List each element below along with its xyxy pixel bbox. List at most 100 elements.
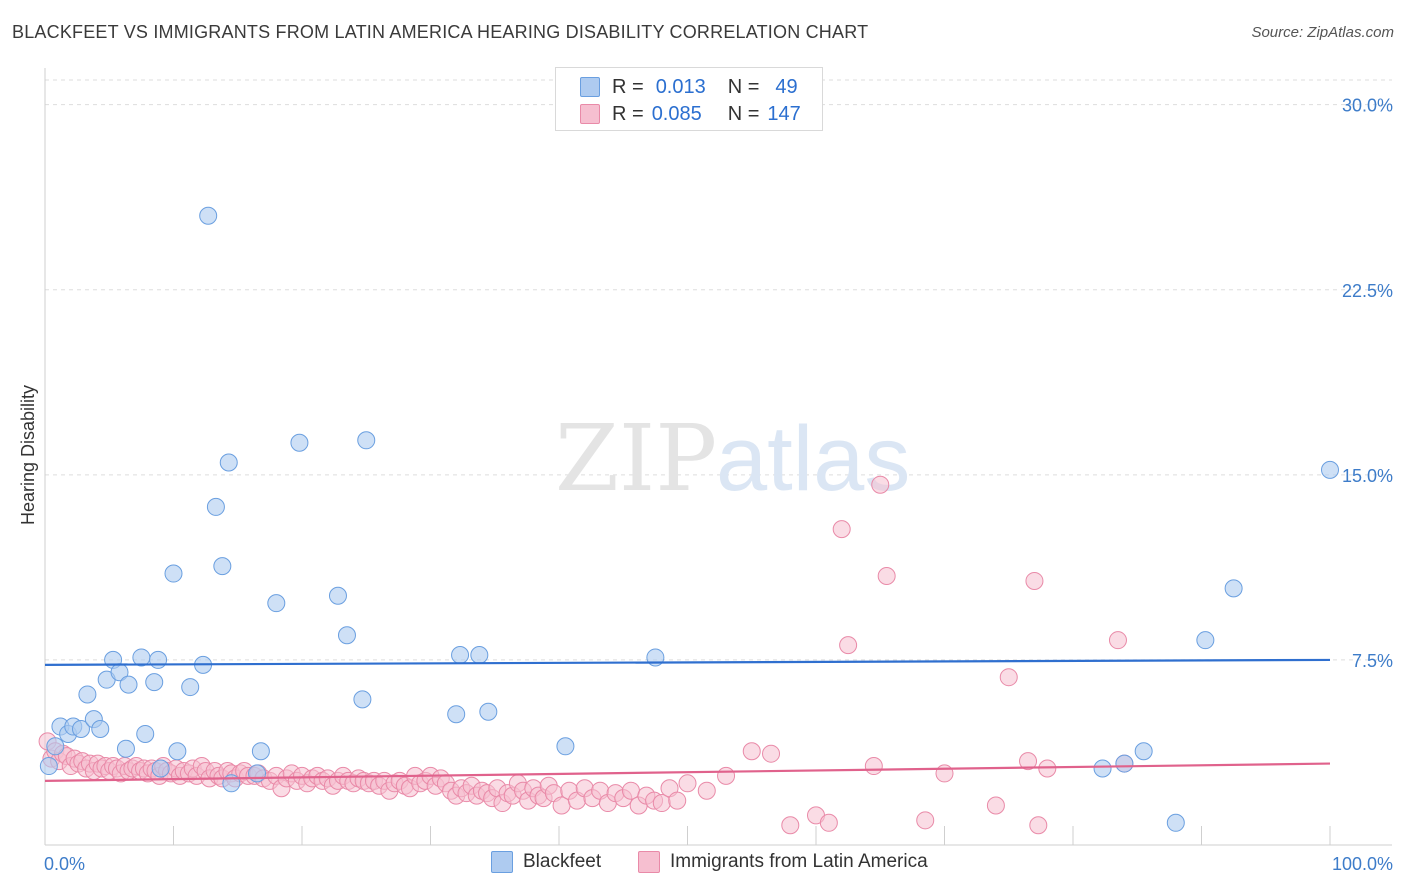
data-point-blackfeet: [91, 720, 110, 739]
legend-n-value: 49: [775, 75, 798, 98]
legend-swatch-pink: [580, 104, 600, 124]
legend-label-immigrants: Immigrants from Latin America: [670, 851, 928, 872]
data-point-blackfeet: [1115, 754, 1134, 773]
data-point-immigrants: [871, 475, 890, 494]
data-point-blackfeet: [149, 650, 168, 669]
data-point-blackfeet: [1134, 742, 1153, 761]
data-point-blackfeet: [219, 453, 238, 472]
data-point-blackfeet: [451, 645, 470, 664]
data-point-blackfeet: [267, 594, 286, 613]
trend-line-blackfeet: [44, 658, 1331, 666]
legend-r-label: R =: [612, 75, 644, 98]
legend-item-blackfeet: Blackfeet: [491, 851, 601, 873]
legend-n-label: N =: [727, 75, 760, 98]
data-point-immigrants: [877, 567, 896, 586]
data-point-blackfeet: [470, 645, 489, 664]
legend-r-value: 0.085: [651, 102, 702, 125]
data-point-blackfeet: [199, 206, 218, 225]
legend-swatch-pink: [638, 851, 660, 873]
legend-row-blackfeet: R = 0.013 N = 49: [556, 74, 798, 100]
series-legend: Blackfeet Immigrants from Latin America: [0, 851, 1406, 879]
data-point-blackfeet: [116, 739, 135, 758]
chart-title: BLACKFEET VS IMMIGRANTS FROM LATIN AMERI…: [12, 22, 869, 42]
data-point-immigrants: [1108, 631, 1127, 650]
data-point-blackfeet: [39, 757, 58, 776]
data-point-immigrants: [999, 668, 1018, 687]
data-point-blackfeet: [1224, 579, 1243, 598]
blue-series-points: [39, 206, 1339, 832]
legend-label-blackfeet: Blackfeet: [523, 851, 602, 872]
data-point-immigrants: [916, 811, 935, 830]
data-point-blackfeet: [1166, 813, 1185, 832]
data-point-blackfeet: [46, 737, 65, 756]
data-point-immigrants: [839, 636, 858, 655]
legend-n-value: 147: [767, 102, 801, 125]
data-point-immigrants: [717, 766, 736, 785]
data-point-blackfeet: [353, 690, 372, 709]
data-point-blackfeet: [213, 557, 232, 576]
y-tick-label: 15.0%: [1342, 466, 1393, 486]
data-point-blackfeet: [71, 720, 90, 739]
data-point-immigrants: [819, 813, 838, 832]
legend-swatch-blue: [491, 851, 513, 873]
data-point-blackfeet: [151, 759, 170, 778]
data-point-immigrants: [668, 791, 687, 810]
y-tick-label: 7.5%: [1352, 651, 1393, 671]
data-point-blackfeet: [1093, 759, 1112, 778]
x-tick-label: 100.0%: [1332, 854, 1393, 874]
legend-r-value: 0.013: [655, 75, 706, 98]
legend-swatch-blue: [580, 77, 600, 97]
axes: [44, 68, 1392, 846]
data-point-blackfeet: [479, 702, 498, 721]
data-point-blackfeet: [181, 678, 200, 697]
grid-lines: [45, 79, 1392, 661]
data-point-immigrants: [621, 781, 640, 800]
data-point-blackfeet: [1321, 460, 1339, 479]
data-point-blackfeet: [78, 685, 97, 704]
legend-item-immigrants: Immigrants from Latin America: [638, 851, 928, 873]
data-point-blackfeet: [248, 764, 267, 783]
data-point-blackfeet: [168, 742, 187, 761]
y-axis-label: Hearing Disability: [18, 385, 38, 525]
data-point-immigrants: [864, 757, 883, 776]
data-point-blackfeet: [136, 724, 155, 743]
data-point-blackfeet: [357, 431, 376, 450]
watermark-zip: ZIP: [555, 405, 717, 512]
data-point-immigrants: [781, 816, 800, 835]
data-point-blackfeet: [145, 673, 164, 692]
pink-series-points: [38, 475, 1134, 835]
x-tick-labels: 0.0% 100.0%: [44, 854, 1393, 874]
data-point-blackfeet: [206, 497, 225, 516]
legend-r-label: R =: [612, 102, 644, 125]
data-point-immigrants: [697, 781, 716, 800]
data-point-blackfeet: [328, 586, 347, 605]
data-point-blackfeet: [337, 626, 356, 645]
y-tick-labels: 7.5% 15.0% 22.5% 30.0%: [1342, 96, 1393, 671]
watermark-atlas: atlas: [716, 408, 910, 510]
data-point-immigrants: [762, 744, 781, 763]
data-point-immigrants: [935, 764, 954, 783]
data-point-blackfeet: [447, 705, 466, 724]
trend-line-immigrants: [44, 762, 1331, 782]
data-point-blackfeet: [1196, 631, 1215, 650]
data-point-immigrants: [1019, 752, 1038, 771]
data-point-immigrants: [652, 794, 671, 813]
data-point-blackfeet: [290, 433, 309, 452]
stats-legend: R = 0.013 N = 49 R = 0.085 N = 147: [555, 67, 823, 131]
trend-lines: [44, 658, 1331, 782]
data-point-immigrants: [1025, 571, 1044, 590]
data-point-blackfeet: [556, 737, 575, 756]
data-point-immigrants: [742, 742, 761, 761]
data-point-blackfeet: [119, 675, 138, 694]
data-point-blackfeet: [251, 742, 270, 761]
data-point-immigrants: [552, 796, 571, 815]
data-point-immigrants: [678, 774, 697, 793]
data-point-blackfeet: [164, 564, 183, 583]
y-tick-label: 30.0%: [1342, 96, 1393, 116]
data-point-immigrants: [1029, 816, 1048, 835]
data-point-immigrants: [832, 520, 851, 539]
data-point-immigrants: [986, 796, 1005, 815]
legend-row-immigrants: R = 0.085 N = 147: [556, 101, 801, 127]
y-tick-label: 22.5%: [1342, 281, 1393, 301]
